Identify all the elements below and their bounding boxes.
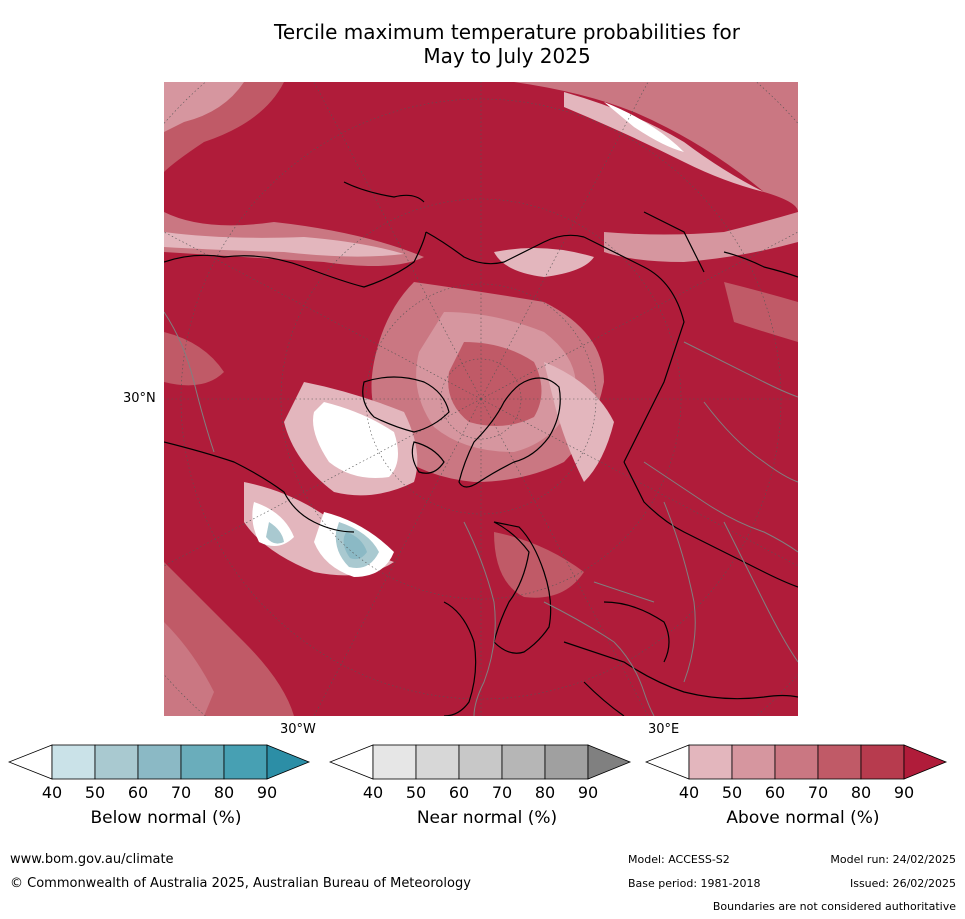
legend-label-near: Near normal (%) bbox=[416, 808, 558, 828]
legend-below-normal: 40 50 60 70 80 90 Below normal (%) bbox=[8, 742, 324, 842]
colorbar-tick-label: 60 bbox=[764, 783, 786, 802]
colorbar-segment bbox=[180, 744, 225, 780]
colorbar-extend-low bbox=[329, 744, 374, 780]
colorbar-tick-label: 50 bbox=[84, 783, 106, 802]
colorbar-tick-label: 90 bbox=[577, 783, 599, 802]
graticule bbox=[164, 82, 798, 716]
colorbar-extend-low bbox=[645, 744, 690, 780]
coastlines bbox=[164, 181, 798, 716]
colorbar-tick-label: 70 bbox=[491, 783, 513, 802]
legend-label-below: Below normal (%) bbox=[90, 808, 242, 828]
colorbar-segment bbox=[51, 744, 96, 780]
model-run-text: Model run: 24/02/2025 bbox=[830, 853, 956, 866]
colorbar-segment bbox=[860, 744, 905, 780]
model-text: Model: ACCESS-S2 bbox=[628, 853, 730, 866]
colorbar-extend-low bbox=[8, 744, 53, 780]
colorbar-tick-label: 60 bbox=[448, 783, 470, 802]
base-period-text: Base period: 1981-2018 bbox=[628, 877, 761, 890]
colorbar-tick-label: 40 bbox=[678, 783, 700, 802]
legend-above-normal: 40 50 60 70 80 90 Above normal (%) bbox=[645, 742, 961, 842]
colorbar-above bbox=[645, 744, 948, 780]
colorbar-tick-label: 40 bbox=[41, 783, 63, 802]
legend-label-above: Above normal (%) bbox=[726, 808, 880, 828]
colorbar-segment bbox=[458, 744, 503, 780]
website-text: www.bom.gov.au/climate bbox=[10, 852, 174, 867]
colorbar-tick-label: 80 bbox=[534, 783, 556, 802]
colorbar-segment bbox=[774, 744, 819, 780]
chart-title: Tercile maximum temperature probabilitie… bbox=[160, 20, 854, 68]
probability-shading bbox=[164, 82, 798, 716]
colorbar-tick-label: 50 bbox=[721, 783, 743, 802]
colorbar-tick-label: 70 bbox=[807, 783, 829, 802]
colorbar-segment bbox=[223, 744, 268, 780]
colorbar-segment bbox=[688, 744, 733, 780]
title-line-1: Tercile maximum temperature probabilitie… bbox=[274, 20, 740, 44]
disclaimer-text: Boundaries are not considered authoritat… bbox=[712, 900, 956, 913]
colorbar-tick-label: 80 bbox=[850, 783, 872, 802]
lon-label-30w: 30°W bbox=[280, 722, 316, 737]
colorbar-tick-label: 50 bbox=[405, 783, 427, 802]
colorbar-tick-label: 80 bbox=[213, 783, 235, 802]
colorbar-segment bbox=[544, 744, 589, 780]
title-line-2: May to July 2025 bbox=[423, 44, 591, 68]
map-canvas bbox=[164, 82, 798, 716]
colorbar-tick-label: 70 bbox=[170, 783, 192, 802]
colorbar-segment bbox=[501, 744, 546, 780]
colorbar-tick-label: 90 bbox=[256, 783, 278, 802]
colorbar-segment bbox=[731, 744, 776, 780]
colorbar-extend-high bbox=[587, 744, 632, 780]
colorbar-near bbox=[329, 744, 632, 780]
lat-label-30n: 30°N bbox=[123, 391, 156, 406]
colorbar-segment bbox=[372, 744, 417, 780]
colorbar-segment bbox=[94, 744, 139, 780]
copyright-text: © Commonwealth of Australia 2025, Austra… bbox=[10, 876, 471, 891]
colorbar-segment bbox=[415, 744, 460, 780]
colorbar-extend-high bbox=[903, 744, 948, 780]
polar-map bbox=[164, 82, 798, 716]
colorbar-segment bbox=[817, 744, 862, 780]
colorbar-tick-label: 60 bbox=[127, 783, 149, 802]
colorbar-extend-high bbox=[266, 744, 311, 780]
colorbar-below bbox=[8, 744, 311, 780]
issued-text: Issued: 26/02/2025 bbox=[849, 877, 956, 890]
political-borders bbox=[164, 311, 798, 716]
legend-near-normal: 40 50 60 70 80 90 Near normal (%) bbox=[329, 742, 645, 842]
colorbar-segment bbox=[137, 744, 182, 780]
lon-label-30e: 30°E bbox=[648, 722, 680, 737]
colorbar-tick-label: 40 bbox=[362, 783, 384, 802]
colorbar-tick-label: 90 bbox=[893, 783, 915, 802]
